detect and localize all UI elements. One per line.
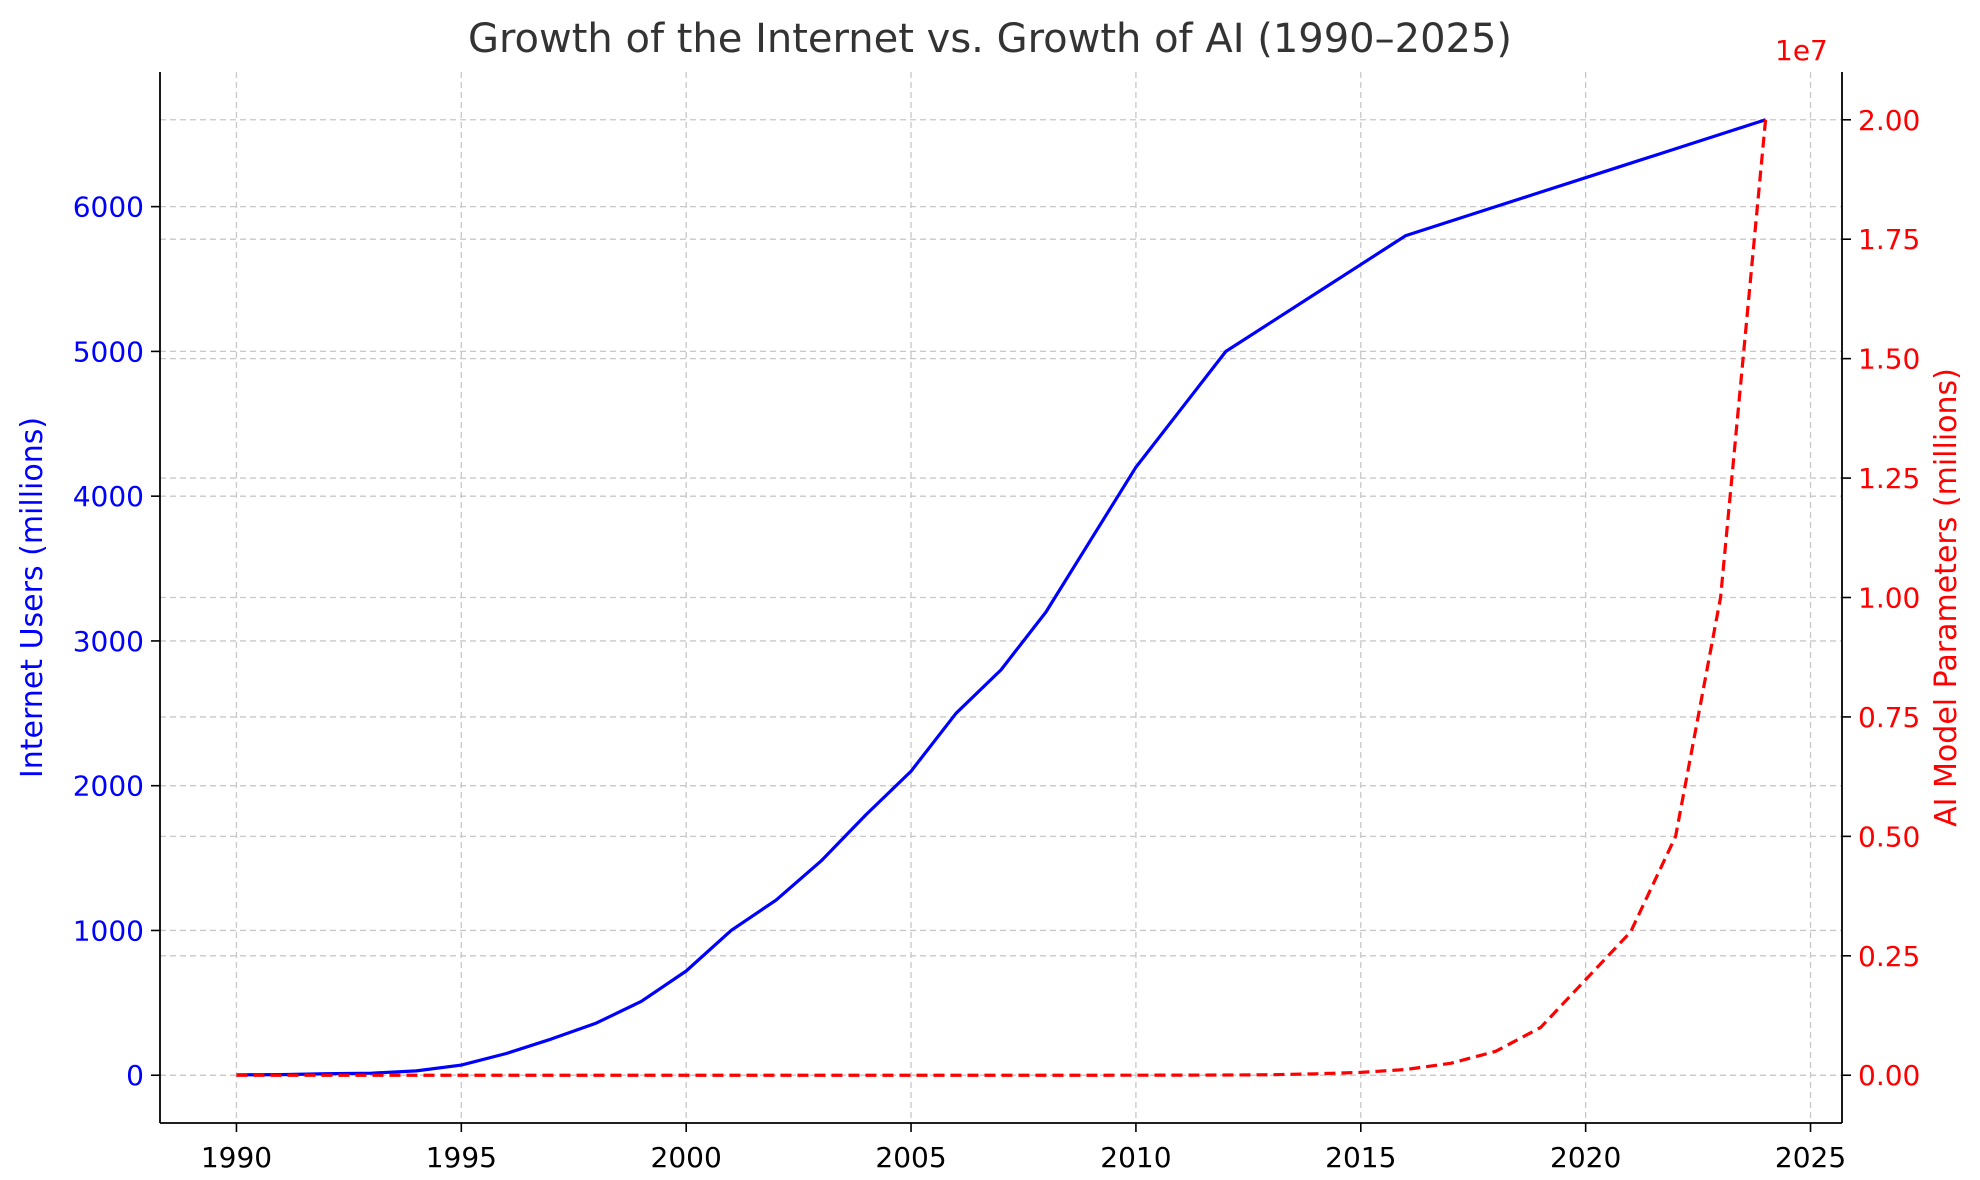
x-tick-label: 2000: [651, 1141, 722, 1174]
x-tick-label: 1995: [426, 1141, 497, 1174]
left-tick-label: 6000: [73, 191, 144, 224]
series-layer: [236, 118, 1768, 1077]
x-tick-label: 2020: [1550, 1141, 1621, 1174]
chart-title: Growth of the Internet vs. Growth of AI …: [468, 16, 1512, 62]
right-axis-offset-label: 1e7: [1775, 34, 1828, 67]
internet-users-line: [236, 118, 1767, 1077]
right-tick-label: 0.25: [1858, 940, 1920, 973]
left-tick-label: 3000: [73, 625, 144, 658]
right-tick-label: 1.50: [1858, 343, 1920, 376]
right-tick-label: 0.50: [1858, 820, 1920, 853]
left-tick-label: 5000: [73, 335, 144, 368]
left-axis-label: Internet Users (millions): [15, 417, 50, 778]
right-tick-label: 0.75: [1858, 701, 1920, 734]
x-tick-label: 2010: [1100, 1141, 1171, 1174]
right-tick-label: 0.00: [1858, 1059, 1920, 1092]
ticks-layer: 1990 1995 2000 2005 2010 2015 2020 2025 0 1000 200…: [73, 104, 1921, 1174]
right-axis-label: AI Model Parameters (millions): [1929, 368, 1964, 827]
x-tick-label: 2005: [875, 1141, 946, 1174]
left-tick-label: 0: [126, 1059, 144, 1092]
right-tick-label: 2.00: [1858, 104, 1920, 137]
right-tick-label: 1.00: [1858, 582, 1920, 615]
x-tick-label: 2025: [1775, 1141, 1846, 1174]
left-tick-label: 1000: [73, 914, 144, 947]
left-tick-label: 4000: [73, 480, 144, 513]
x-tick-label: 1990: [201, 1141, 272, 1174]
x-tick-label: 2015: [1325, 1141, 1396, 1174]
ai-parameters-line: [236, 119, 1768, 1077]
grid-layer: [160, 72, 1842, 1123]
right-tick-label: 1.25: [1858, 462, 1920, 495]
left-tick-label: 2000: [73, 770, 144, 803]
right-tick-label: 1.75: [1858, 223, 1920, 256]
